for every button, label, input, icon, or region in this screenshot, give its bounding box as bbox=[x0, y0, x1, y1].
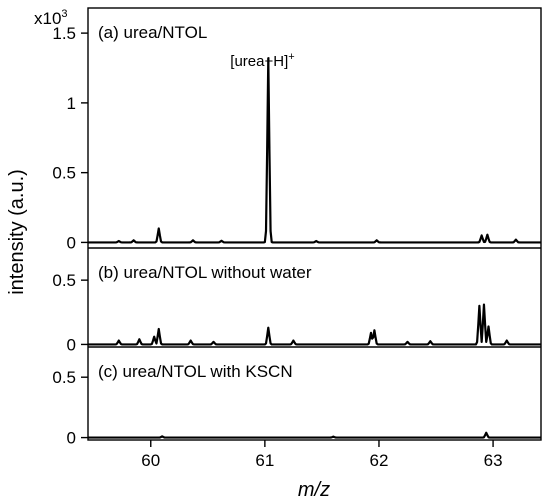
peak-annotation: [urea+H]+ bbox=[230, 51, 294, 70]
y-tick-label: 0 bbox=[67, 335, 76, 354]
y-axis-title: intensity (a.u.) bbox=[6, 169, 28, 295]
y-axis: 0 0.5 1 1.5 0 0.5 0 0.5 bbox=[52, 24, 88, 448]
y-tick-label: 0 bbox=[67, 429, 76, 448]
y-tick-label: 0.5 bbox=[52, 164, 76, 183]
series-line bbox=[88, 303, 541, 346]
panel-frames bbox=[87, 7, 542, 441]
x-axis-title: m/z bbox=[298, 479, 330, 501]
y-tick-label: 0.5 bbox=[52, 368, 76, 387]
y-multiplier: x103 bbox=[34, 8, 68, 28]
x-tick-label: 63 bbox=[484, 451, 503, 470]
x-axis: 60 61 62 63 bbox=[141, 440, 503, 470]
series-line bbox=[88, 431, 541, 439]
y-tick-label: 0 bbox=[67, 233, 76, 252]
y-tick-label: 1.5 bbox=[52, 24, 76, 43]
panel-label: (b) urea/NTOL without water bbox=[98, 263, 312, 282]
x-tick-label: 60 bbox=[141, 451, 160, 470]
y-tick-label: 0.5 bbox=[52, 271, 76, 290]
plot-frame bbox=[87, 7, 542, 441]
x-tick-label: 61 bbox=[255, 451, 274, 470]
series-traces bbox=[88, 57, 541, 439]
x-tick-label: 62 bbox=[370, 451, 389, 470]
y-tick-label: 1 bbox=[67, 94, 76, 113]
series-line bbox=[88, 57, 541, 244]
panel-label: (c) urea/NTOL with KSCN bbox=[98, 362, 293, 381]
panel-label: (a) urea/NTOL bbox=[98, 23, 207, 42]
panel-labels: (a) urea/NTOL [urea+H]+ (b) urea/NTOL with… bbox=[98, 23, 312, 381]
